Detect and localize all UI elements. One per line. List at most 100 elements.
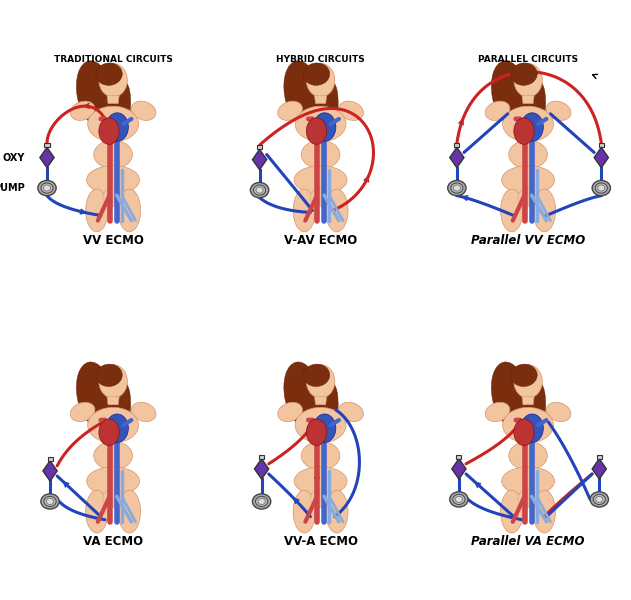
Polygon shape [594, 148, 608, 168]
Ellipse shape [44, 496, 56, 506]
Ellipse shape [500, 189, 523, 232]
Polygon shape [592, 459, 606, 479]
Ellipse shape [284, 61, 321, 126]
Text: VV ECMO: VV ECMO [83, 234, 143, 247]
Ellipse shape [41, 494, 59, 509]
Ellipse shape [593, 494, 605, 505]
Ellipse shape [118, 189, 141, 232]
Ellipse shape [514, 419, 534, 446]
Ellipse shape [326, 490, 348, 533]
Ellipse shape [304, 63, 330, 85]
Ellipse shape [514, 365, 542, 398]
Ellipse shape [86, 166, 139, 194]
FancyBboxPatch shape [454, 143, 459, 148]
Ellipse shape [510, 364, 537, 386]
Text: Parallel VV ECMO: Parallel VV ECMO [471, 234, 585, 247]
Text: Parallel VA ECMO: Parallel VA ECMO [471, 535, 585, 548]
Ellipse shape [258, 499, 265, 505]
Ellipse shape [533, 189, 555, 232]
Ellipse shape [112, 382, 131, 438]
Ellipse shape [70, 101, 95, 121]
Ellipse shape [596, 496, 603, 502]
Ellipse shape [94, 442, 133, 470]
Polygon shape [43, 461, 57, 481]
Ellipse shape [99, 118, 119, 145]
Ellipse shape [527, 382, 546, 438]
Ellipse shape [251, 182, 269, 198]
Ellipse shape [293, 490, 316, 533]
Ellipse shape [96, 63, 122, 85]
Ellipse shape [319, 382, 338, 438]
Ellipse shape [41, 183, 53, 193]
Ellipse shape [301, 442, 340, 470]
Text: VA ECMO: VA ECMO [83, 535, 143, 548]
FancyBboxPatch shape [597, 455, 602, 459]
Ellipse shape [485, 402, 510, 422]
Polygon shape [522, 397, 534, 405]
Ellipse shape [502, 166, 555, 194]
Polygon shape [450, 148, 464, 168]
Ellipse shape [294, 166, 347, 194]
Ellipse shape [514, 64, 542, 97]
Ellipse shape [278, 101, 302, 121]
Ellipse shape [306, 365, 335, 398]
FancyBboxPatch shape [456, 455, 461, 459]
Ellipse shape [485, 101, 510, 121]
Ellipse shape [503, 106, 553, 142]
Ellipse shape [518, 489, 538, 508]
Ellipse shape [88, 407, 139, 443]
Polygon shape [107, 95, 119, 104]
Ellipse shape [301, 140, 340, 169]
Ellipse shape [86, 490, 108, 533]
Ellipse shape [94, 140, 133, 169]
Ellipse shape [70, 402, 95, 422]
Ellipse shape [284, 362, 321, 427]
Ellipse shape [310, 188, 331, 206]
Text: PARALLEL CIRCUITS: PARALLEL CIRCUITS [478, 55, 578, 64]
Ellipse shape [314, 414, 336, 442]
Ellipse shape [118, 490, 141, 533]
Ellipse shape [295, 106, 346, 142]
Ellipse shape [306, 419, 327, 446]
Ellipse shape [96, 364, 122, 386]
Polygon shape [314, 95, 327, 104]
Ellipse shape [103, 489, 123, 508]
Polygon shape [252, 149, 267, 170]
Ellipse shape [88, 106, 139, 142]
Ellipse shape [310, 489, 331, 508]
Ellipse shape [294, 467, 347, 496]
Ellipse shape [106, 113, 128, 141]
Ellipse shape [256, 496, 268, 506]
Ellipse shape [103, 188, 123, 206]
Ellipse shape [598, 185, 605, 191]
Ellipse shape [592, 181, 610, 196]
Ellipse shape [521, 113, 543, 141]
Ellipse shape [76, 362, 113, 427]
Polygon shape [254, 459, 269, 479]
Ellipse shape [509, 140, 548, 169]
FancyBboxPatch shape [599, 143, 604, 148]
Ellipse shape [254, 185, 266, 195]
Text: HYBRID CIRCUITS: HYBRID CIRCUITS [276, 55, 365, 64]
Ellipse shape [546, 101, 571, 121]
Ellipse shape [518, 188, 538, 206]
Ellipse shape [533, 490, 555, 533]
Ellipse shape [453, 185, 461, 191]
Ellipse shape [295, 407, 346, 443]
Ellipse shape [509, 442, 548, 470]
Polygon shape [522, 95, 534, 104]
Ellipse shape [595, 183, 608, 193]
Ellipse shape [86, 467, 139, 496]
Ellipse shape [38, 181, 56, 196]
Text: VV-A ECMO: VV-A ECMO [283, 535, 358, 548]
Text: TRADITIONAL CIRCUITS: TRADITIONAL CIRCUITS [54, 55, 172, 64]
Ellipse shape [456, 496, 463, 502]
Ellipse shape [448, 181, 466, 196]
Ellipse shape [502, 467, 555, 496]
Ellipse shape [47, 499, 54, 505]
Ellipse shape [306, 118, 327, 145]
Ellipse shape [492, 362, 528, 427]
Ellipse shape [590, 492, 608, 507]
Ellipse shape [326, 189, 348, 232]
Ellipse shape [99, 365, 127, 398]
